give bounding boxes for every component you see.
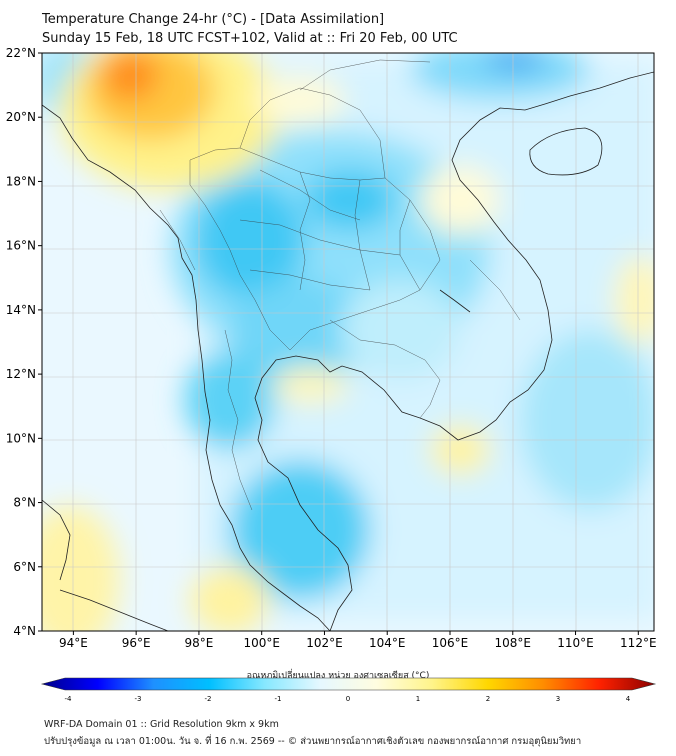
footer-credit: ปรับปรุงข้อมูล ณ เวลา 01:00น. วัน จ. ที่… <box>44 736 582 747</box>
colorbar-tick-label: 4 <box>626 695 631 703</box>
longitude-axis: 94°E 96°E 98°E 100°E 102°E 104°E 106°E 108°E 110… <box>59 631 657 650</box>
boundaries <box>159 59 521 511</box>
temperature-map: 22°N 20°N 18°N 16°N 14°N 12°N 10°N 8°N 6°N 4°N 94… <box>6 46 657 650</box>
lat-tick-label: 4°N <box>13 624 36 638</box>
lat-tick-label: 14°N <box>6 303 36 317</box>
lon-tick-label: 98°E <box>184 636 213 650</box>
colorbar-tick-label: -1 <box>275 695 282 703</box>
lon-tick-label: 108°E <box>495 636 532 650</box>
colorbar-label: อุณหภูมิเปลี่ยนแปลง หน่วย องศาเซลเซียส (… <box>246 671 430 681</box>
lon-tick-label: 112°E <box>620 636 657 650</box>
lat-tick-label: 22°N <box>6 46 36 60</box>
footer-domain-info: WRF-DA Domain 01 :: Grid Resolution 9km … <box>44 719 279 730</box>
colorbar: -4 -3 -2 -1 0 1 2 3 4 <box>40 677 657 703</box>
latitude-axis: 22°N 20°N 18°N 16°N 14°N 12°N 10°N 8°N 6°N 4°N <box>6 46 42 638</box>
lon-tick-label: 104°E <box>369 636 406 650</box>
temperature-shading <box>42 53 654 631</box>
lon-tick-label: 110°E <box>557 636 594 650</box>
lat-tick-label: 12°N <box>6 367 36 381</box>
lat-tick-label: 16°N <box>6 239 36 253</box>
lat-tick-label: 10°N <box>6 431 36 445</box>
lat-tick-label: 6°N <box>13 560 36 574</box>
lon-tick-label: 106°E <box>432 636 469 650</box>
coastlines <box>42 71 654 631</box>
lat-tick-label: 18°N <box>6 174 36 188</box>
lon-tick-label: 94°E <box>59 636 88 650</box>
colorbar-tick-label: -4 <box>65 695 73 703</box>
lat-tick-label: 8°N <box>13 496 36 510</box>
map-field <box>42 53 654 631</box>
lon-tick-label: 102°E <box>306 636 343 650</box>
map-subtitle: Sunday 15 Feb, 18 UTC FCST+102, Valid at… <box>42 31 458 46</box>
colorbar-ticks: -4 -3 -2 -1 0 1 2 3 4 <box>65 695 631 703</box>
colorbar-tick-label: -2 <box>205 695 212 703</box>
colorbar-tick-label: 0 <box>346 695 350 703</box>
colorbar-tick-label: -3 <box>135 695 142 703</box>
map-frame <box>41 52 655 632</box>
lon-tick-label: 96°E <box>122 636 151 650</box>
colorbar-tick-label: 2 <box>486 695 490 703</box>
graticule <box>42 53 654 631</box>
map-title: Temperature Change 24-hr (°C) - [Data As… <box>42 12 385 27</box>
colorbar-strip <box>40 677 657 691</box>
lon-tick-label: 100°E <box>243 636 280 650</box>
colorbar-tick-label: 1 <box>416 695 420 703</box>
colorbar-tick-label: 3 <box>556 695 560 703</box>
lat-tick-label: 20°N <box>6 110 36 124</box>
